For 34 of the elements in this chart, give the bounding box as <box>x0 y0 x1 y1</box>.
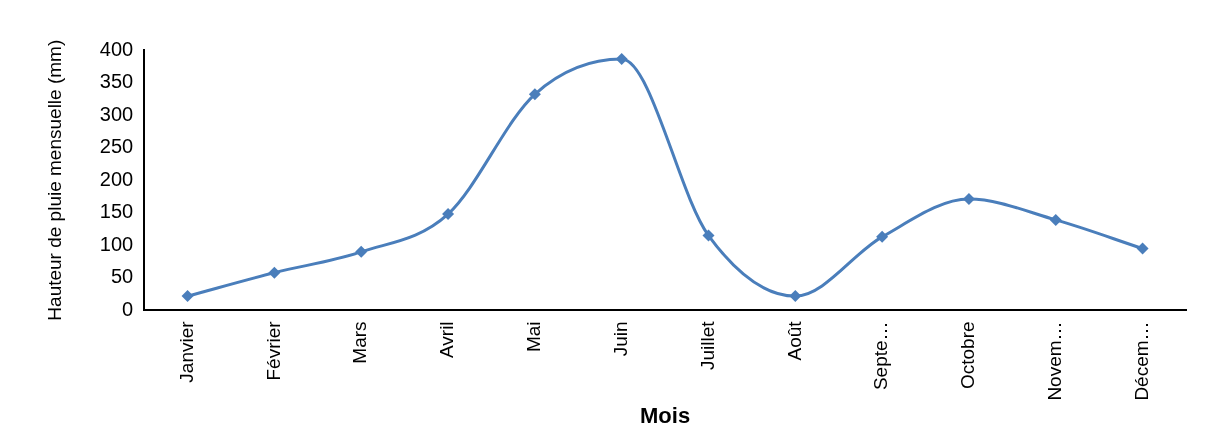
x-tick-label: Octobre <box>957 321 979 390</box>
point <box>1136 242 1149 255</box>
point <box>1049 213 1062 226</box>
point <box>702 229 715 242</box>
point <box>876 230 889 243</box>
point <box>181 290 194 303</box>
x-tick-label: Mars <box>349 321 371 364</box>
x-tick-label: Février <box>262 320 284 381</box>
y-tick-label: 200 <box>99 167 134 190</box>
y-tick-label: 300 <box>99 102 134 125</box>
y-axis-title: Hauteur de pluie mensuelle (mm) <box>43 39 65 321</box>
x-tick-label: Juin <box>609 321 631 357</box>
y-tick-label: 50 <box>110 265 134 288</box>
x-tick-label: Juillet <box>696 320 718 370</box>
x-tick-label: Avril <box>436 321 458 359</box>
x-tick-label: Août <box>783 320 805 361</box>
x-tick-label: Novem… <box>1044 321 1066 401</box>
y-tick-label: 400 <box>99 37 134 60</box>
point <box>442 208 455 221</box>
point <box>615 53 628 66</box>
point <box>355 245 368 258</box>
x-tick-label: Janvier <box>175 320 197 383</box>
y-tick-label: 250 <box>99 135 134 158</box>
point <box>789 290 802 303</box>
y-tick-label: 0 <box>122 297 134 320</box>
point <box>268 266 281 279</box>
point <box>528 88 541 101</box>
y-tick-label: 100 <box>99 232 134 255</box>
x-tick-label: Septe… <box>870 321 892 391</box>
x-tick-label: Mai <box>523 321 545 353</box>
x-tick-label: Décem… <box>1130 321 1152 401</box>
y-tick-label: 150 <box>99 200 134 223</box>
x-axis-title: Mois <box>640 402 691 428</box>
y-tick-label: 350 <box>99 70 134 93</box>
